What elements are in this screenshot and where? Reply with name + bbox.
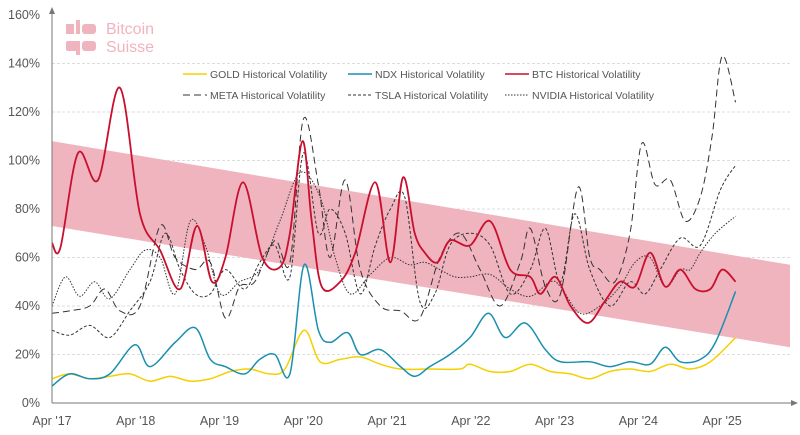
- y-tick-label: 40%: [15, 299, 40, 313]
- legend-item-gold: GOLD Historical Volatility: [183, 69, 328, 81]
- y-tick-label: 60%: [15, 251, 40, 265]
- btc-series-line: [51, 86, 737, 324]
- legend-label: GOLD Historical Volatility: [210, 69, 328, 81]
- nvidia-series-line: [51, 171, 736, 315]
- y-axis-arrow-icon: [49, 7, 55, 14]
- legend-item-tsla: TSLA Historical Volatility: [348, 90, 489, 102]
- x-tick-label: Apr '21: [367, 414, 406, 428]
- y-tick-label: 80%: [15, 202, 40, 216]
- x-tick-label: Apr '18: [116, 414, 155, 428]
- y-tick-label: 100%: [8, 154, 40, 168]
- x-tick-label: Apr '23: [535, 414, 574, 428]
- legend: GOLD Historical Volatility NDX Historical…: [183, 69, 655, 102]
- y-tick-labels: 0% 20% 40% 60% 80% 100% 120% 140% 160%: [8, 8, 40, 410]
- x-tick-label: Apr '17: [32, 414, 71, 428]
- x-tick-label: Apr '25: [703, 414, 742, 428]
- legend-label: NDX Historical Volatility: [375, 69, 485, 81]
- legend-label: TSLA Historical Volatility: [375, 90, 489, 102]
- legend-label: NVIDIA Historical Volatility: [532, 90, 655, 102]
- logo: Bitcoin Suisse: [66, 20, 154, 56]
- logo-text-line1: Bitcoin: [106, 21, 154, 38]
- legend-item-ndx: NDX Historical Volatility: [348, 69, 485, 81]
- bitcoin-suisse-logo-icon: [66, 20, 96, 55]
- tsla-series-line: [51, 152, 736, 339]
- x-tick-label: Apr '19: [200, 414, 239, 428]
- series-lines: [51, 55, 737, 387]
- x-tick-label: Apr '20: [284, 414, 323, 428]
- x-tick-labels: Apr '17 Apr '18 Apr '19 Apr '20 Apr '21 Apr '…: [32, 414, 741, 428]
- volatility-band: [52, 141, 790, 348]
- y-tick-label: 120%: [8, 105, 40, 119]
- legend-label: META Historical Volatility: [210, 90, 326, 102]
- logo-text-line2: Suisse: [106, 39, 154, 56]
- y-tick-label: 140%: [8, 57, 40, 71]
- meta-series-line: [51, 55, 737, 322]
- x-tick-label: Apr '24: [619, 414, 658, 428]
- y-tick-label: 20%: [15, 348, 40, 362]
- ndx-series-line: [51, 263, 737, 387]
- legend-label: BTC Historical Volatility: [532, 69, 641, 81]
- x-tick-label: Apr '22: [451, 414, 490, 428]
- gold-series-line: [51, 329, 737, 383]
- legend-item-meta: META Historical Volatility: [183, 90, 326, 102]
- legend-item-nvidia: NVIDIA Historical Volatility: [505, 90, 655, 102]
- y-tick-label: 0%: [22, 396, 40, 410]
- x-axis-arrow-icon: [791, 400, 798, 406]
- y-tick-label: 160%: [8, 8, 40, 22]
- legend-item-btc: BTC Historical Volatility: [505, 69, 641, 81]
